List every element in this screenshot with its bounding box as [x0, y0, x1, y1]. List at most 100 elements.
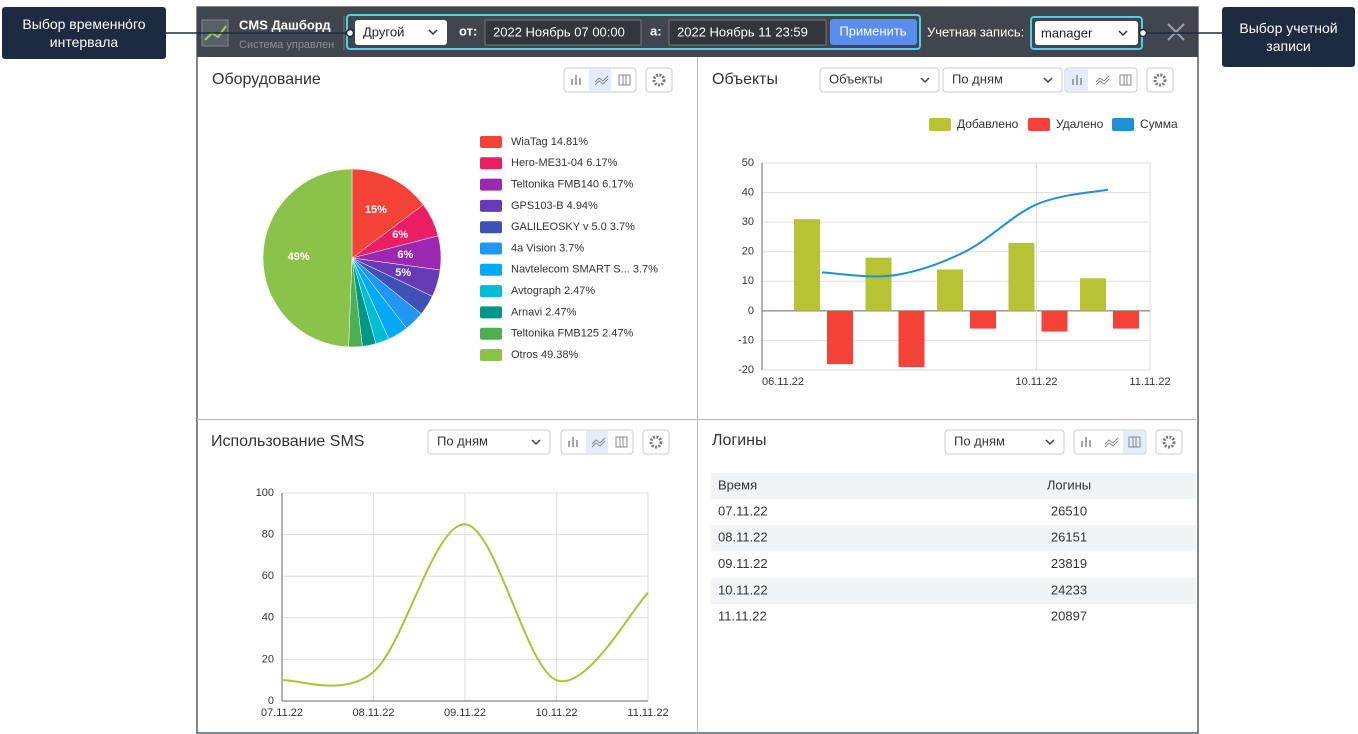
- x-range-label: 11.11.22: [1129, 376, 1170, 388]
- select-value: По дням: [954, 433, 1005, 448]
- legend-label: Удалено: [1056, 117, 1104, 131]
- bar: [1009, 243, 1035, 311]
- x-tick-label: 10.11.22: [535, 707, 577, 719]
- slice-label: 5%: [395, 267, 411, 279]
- y-tick-label: -10: [738, 334, 754, 346]
- legend-label: GALILEOSKY v 5.0 3.7%: [511, 221, 635, 233]
- x-range-label: 06.11.22: [762, 376, 804, 388]
- slice-label: 49%: [288, 251, 310, 263]
- legend-swatch: [480, 264, 502, 276]
- app-subtitle: Система управлен: [239, 39, 334, 51]
- settings-button[interactable]: [643, 430, 669, 454]
- y-tick-label: 0: [748, 305, 754, 317]
- table-row-bg: [711, 578, 1196, 604]
- legend-swatch: [1112, 118, 1134, 131]
- y-tick-label: 80: [262, 529, 274, 541]
- bar: [1113, 311, 1139, 329]
- bar: [970, 311, 996, 329]
- slice-label: 6%: [392, 229, 408, 241]
- slice-label: 6%: [397, 249, 413, 261]
- y-tick-label: 30: [742, 216, 754, 228]
- account-value: manager: [1041, 25, 1093, 40]
- legend-swatch: [480, 285, 502, 297]
- callout-dot: [1140, 30, 1147, 37]
- column-header: Время: [718, 477, 757, 492]
- select-value: Объекты: [829, 71, 883, 86]
- legend-swatch: [480, 136, 502, 148]
- legend-label: Navtelecom SMART S... 3.7%: [511, 264, 658, 276]
- bar: [1042, 311, 1068, 332]
- legend-swatch: [480, 157, 502, 169]
- table-cell: 24233: [1051, 582, 1087, 597]
- table-cell: 09.11.22: [718, 556, 768, 571]
- select-value: По дням: [952, 71, 1003, 86]
- bar: [899, 311, 925, 367]
- panel-title: Оборудование: [212, 71, 321, 88]
- legend-swatch: [929, 118, 951, 131]
- callout-dot: [347, 30, 354, 37]
- y-tick-label: 20: [742, 246, 754, 258]
- legend-label: Avtograph 2.47%: [511, 285, 595, 297]
- callout: Выбор временно́го интервала: [2, 7, 166, 59]
- bar: [1080, 278, 1106, 311]
- table-cell: 11.11.22: [718, 609, 767, 624]
- table-cell: 10.11.22: [718, 582, 768, 597]
- legend-label: Otros 49.38%: [511, 349, 578, 361]
- legend-label: Сумма: [1140, 117, 1178, 131]
- legend-swatch: [480, 328, 502, 340]
- app-title: CMS Дашборд: [239, 17, 331, 32]
- panel-title: Использование SMS: [211, 433, 364, 450]
- legend-swatch: [480, 179, 502, 191]
- from-label: от:: [459, 23, 477, 38]
- legend-swatch: [480, 306, 502, 318]
- column-header: Логины: [1047, 477, 1091, 492]
- callout: Выбор учетной записи: [1222, 7, 1355, 67]
- table-header: [711, 473, 1196, 499]
- settings-button[interactable]: [1147, 68, 1173, 92]
- slice-label: 15%: [365, 204, 387, 216]
- y-tick-label: -20: [738, 364, 754, 376]
- x-tick-label: 09.11.22: [444, 707, 486, 719]
- x-tick-label: 08.11.22: [352, 707, 394, 719]
- panel-title: Логины: [712, 432, 767, 449]
- legend-label: Hero-ME31-04 6.17%: [511, 157, 618, 169]
- from-value: 2022 Ноябрь 07 00:00: [493, 24, 625, 39]
- y-tick-label: 40: [262, 612, 274, 624]
- account-label: Учетная запись:: [927, 24, 1024, 39]
- period-value: Другой: [363, 24, 404, 39]
- legend-label: WiaTag 14.81%: [511, 136, 588, 148]
- bar: [937, 269, 963, 310]
- legend-label: Teltonika FMB140 6.17%: [511, 179, 634, 191]
- table-cell: 26510: [1051, 503, 1087, 518]
- x-tick-label: 07.11.22: [261, 707, 303, 719]
- table-cell: 07.11.22: [718, 503, 768, 518]
- y-tick-label: 10: [742, 275, 754, 287]
- table-row-bg: [711, 525, 1196, 551]
- panel-title: Объекты: [712, 71, 778, 88]
- legend-label: Teltonika FMB125 2.47%: [511, 328, 634, 340]
- legend-swatch: [1028, 118, 1050, 131]
- settings-button[interactable]: [646, 68, 672, 92]
- legend-label: Arnavi 2.47%: [511, 306, 577, 318]
- y-tick-label: 40: [742, 186, 754, 198]
- legend-label: 4a Vision 3.7%: [511, 242, 584, 254]
- select-value: По дням: [437, 433, 488, 448]
- bar: [794, 219, 820, 311]
- table-cell: 26151: [1051, 530, 1087, 545]
- legend-swatch: [480, 221, 502, 233]
- legend-label: GPS103-B 4.94%: [511, 200, 598, 212]
- table-cell: 08.11.22: [718, 530, 768, 545]
- table-cell: 23819: [1051, 556, 1087, 571]
- y-tick-label: 0: [268, 695, 274, 707]
- bar: [827, 311, 853, 364]
- view-active: [1123, 431, 1145, 453]
- legend-swatch: [480, 200, 502, 212]
- settings-button[interactable]: [1156, 430, 1182, 454]
- y-tick-label: 100: [256, 487, 274, 499]
- to-value: 2022 Ноябрь 11 23:59: [677, 24, 808, 39]
- x-tick-label: 11.11.22: [627, 707, 668, 719]
- x-tick-label: 10.11.22: [1015, 376, 1057, 388]
- apply-label: Применить: [839, 23, 906, 38]
